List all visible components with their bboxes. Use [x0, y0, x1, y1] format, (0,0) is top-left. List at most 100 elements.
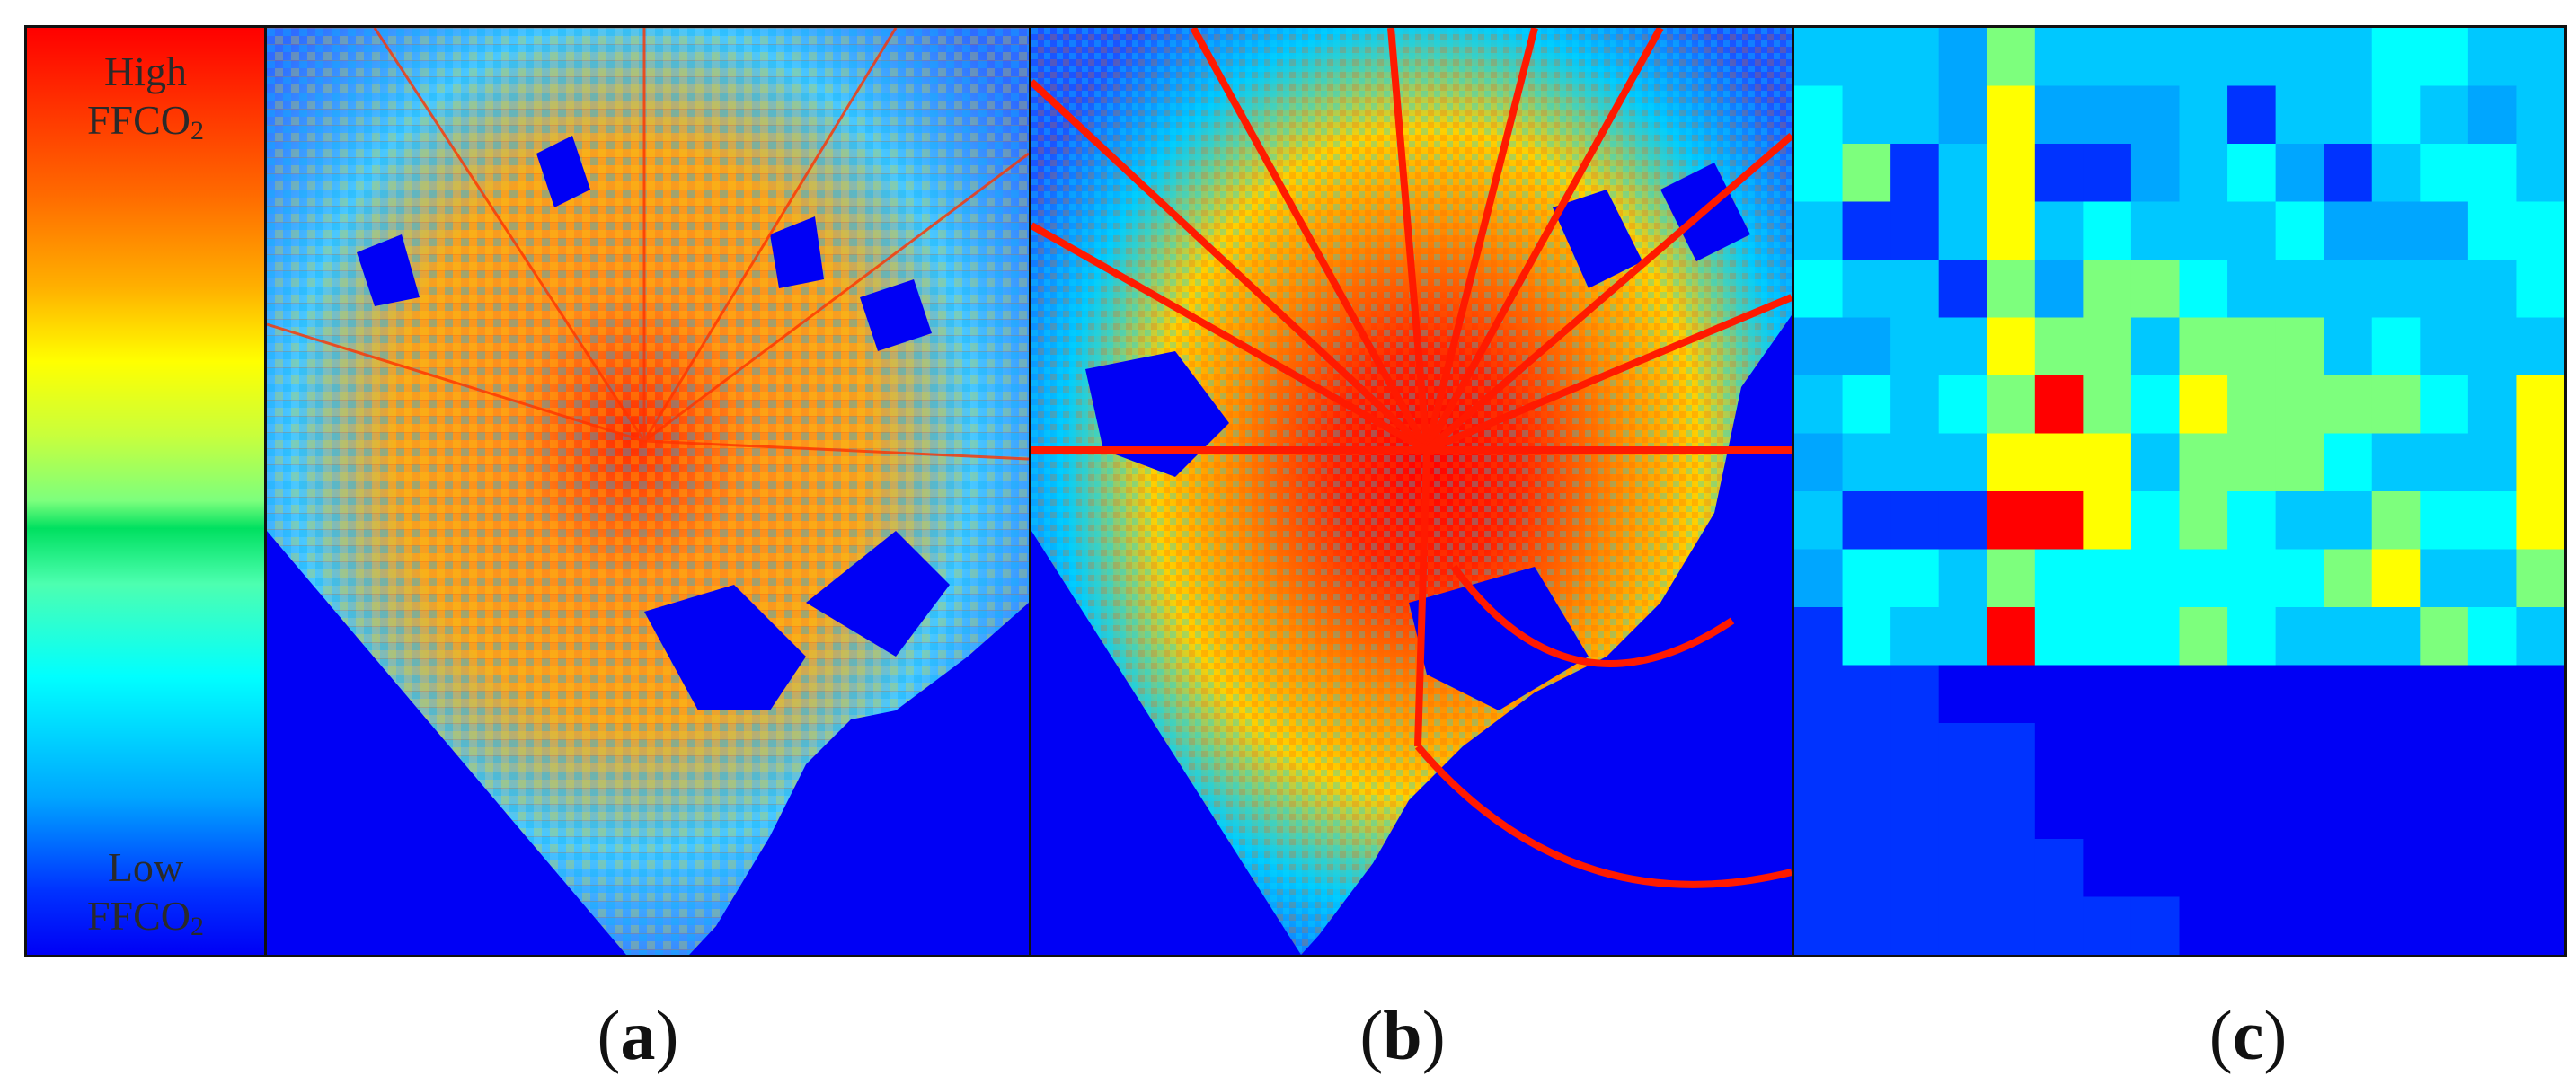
grid-cell [2083, 839, 2132, 897]
grid-cell [1794, 665, 1844, 724]
grid-cell [2034, 433, 2084, 492]
grid-cell [2083, 491, 2132, 550]
grid-cell [1890, 549, 1940, 608]
grid-cell [1938, 723, 1987, 781]
grid-cell [2275, 85, 2324, 145]
grid-cell [2420, 201, 2469, 260]
grid-cell [2130, 85, 2180, 145]
grid-cell [2179, 491, 2228, 550]
grid-cell [2083, 317, 2132, 376]
grid-cell [2371, 665, 2421, 724]
map-panel-b [1031, 28, 1792, 955]
grid-cell [2083, 781, 2132, 840]
grid-cell [2179, 433, 2228, 492]
grid-cell [1794, 85, 1844, 145]
grid-cell [2034, 144, 2084, 202]
grid-cell [2420, 549, 2469, 608]
grid-cell [2467, 896, 2517, 955]
grid-cell [2227, 144, 2277, 202]
grid-cell [2420, 260, 2469, 318]
grid-cell [2275, 839, 2324, 897]
grid-cell [2227, 260, 2277, 318]
grid-cell [2371, 85, 2421, 145]
legend-high-label: High FFCO2 [27, 48, 264, 155]
grid-cell [1794, 896, 1844, 955]
grid-cell [2130, 839, 2180, 897]
grid-cell [2034, 28, 2084, 86]
grid-cell [1794, 723, 1844, 781]
grid-cell [2130, 28, 2180, 86]
grid-cell [2275, 607, 2324, 666]
grid-cell [1890, 665, 1940, 724]
grid-cell [1842, 144, 1891, 202]
caption-b: (b) [1359, 996, 1446, 1074]
grid-cell [2179, 144, 2228, 202]
grid-cell [1987, 260, 2036, 318]
grid-cell [1794, 491, 1844, 550]
grid-cell [1890, 781, 1940, 840]
grid-cell [1890, 260, 1940, 318]
grid-cell [2034, 317, 2084, 376]
grid-cell [2130, 896, 2180, 955]
grid-cell [1987, 607, 2036, 666]
grid-cell [2034, 201, 2084, 260]
grid-cell [1987, 781, 2036, 840]
grid-cell [2324, 433, 2373, 492]
grid-cell [2324, 549, 2373, 608]
grid-cell [1842, 317, 1891, 376]
grid-cell [2130, 607, 2180, 666]
grid-cell [2227, 85, 2277, 145]
grid-cell [2227, 665, 2277, 724]
grid-cell [1938, 317, 1987, 376]
grid-cell [2179, 549, 2228, 608]
grid-cell [1794, 433, 1844, 492]
grid-cell [2034, 839, 2084, 897]
grid-cell [2130, 549, 2180, 608]
grid-cell [1890, 723, 1940, 781]
grid-cell [1842, 491, 1891, 550]
grid-cell [2371, 317, 2421, 376]
grid-cell [2467, 607, 2517, 666]
grid-cell [2371, 839, 2421, 897]
grid-cell [2227, 839, 2277, 897]
legend-low-line1: Low [107, 844, 184, 890]
grid-cell [1842, 375, 1891, 434]
grid-cell [1842, 433, 1891, 492]
grid-cell [2324, 607, 2373, 666]
legend-high-line1: High [104, 49, 187, 94]
grid-cell [2275, 375, 2324, 434]
grid-cell [2516, 781, 2564, 840]
grid-cell [1842, 201, 1891, 260]
grid-cell [2420, 607, 2469, 666]
legend-low-label: Low FFCO2 [27, 843, 264, 951]
grid-cell [2179, 317, 2228, 376]
grid-cell [2371, 896, 2421, 955]
grid-cell [2179, 201, 2228, 260]
grid-cell [2324, 201, 2373, 260]
grid-cell [2179, 839, 2228, 897]
grid-cell [2083, 260, 2132, 318]
grid-cell [2420, 433, 2469, 492]
grid-cell [1938, 28, 1987, 86]
grid-cell [1794, 260, 1844, 318]
grid-cell [2324, 781, 2373, 840]
grid-cell [1938, 491, 1987, 550]
grid-cell [2034, 781, 2084, 840]
grid-cell [1987, 723, 2036, 781]
grid-cell [2227, 549, 2277, 608]
grid-cell [1794, 607, 1844, 666]
grid-cell [2467, 375, 2517, 434]
grid-cell [2275, 896, 2324, 955]
grid-cell [2179, 781, 2228, 840]
grid-cell [2516, 491, 2564, 550]
grid-cell [2130, 260, 2180, 318]
grid-cell [1890, 839, 1940, 897]
grid-cell [2179, 665, 2228, 724]
grid-cell [2516, 260, 2564, 318]
grid-cell [1938, 375, 1987, 434]
grid-cell [2130, 723, 2180, 781]
grid-cell [2130, 665, 2180, 724]
grid-cell [2324, 260, 2373, 318]
grid-cell [2275, 723, 2324, 781]
map-panel-c [1794, 28, 2564, 955]
